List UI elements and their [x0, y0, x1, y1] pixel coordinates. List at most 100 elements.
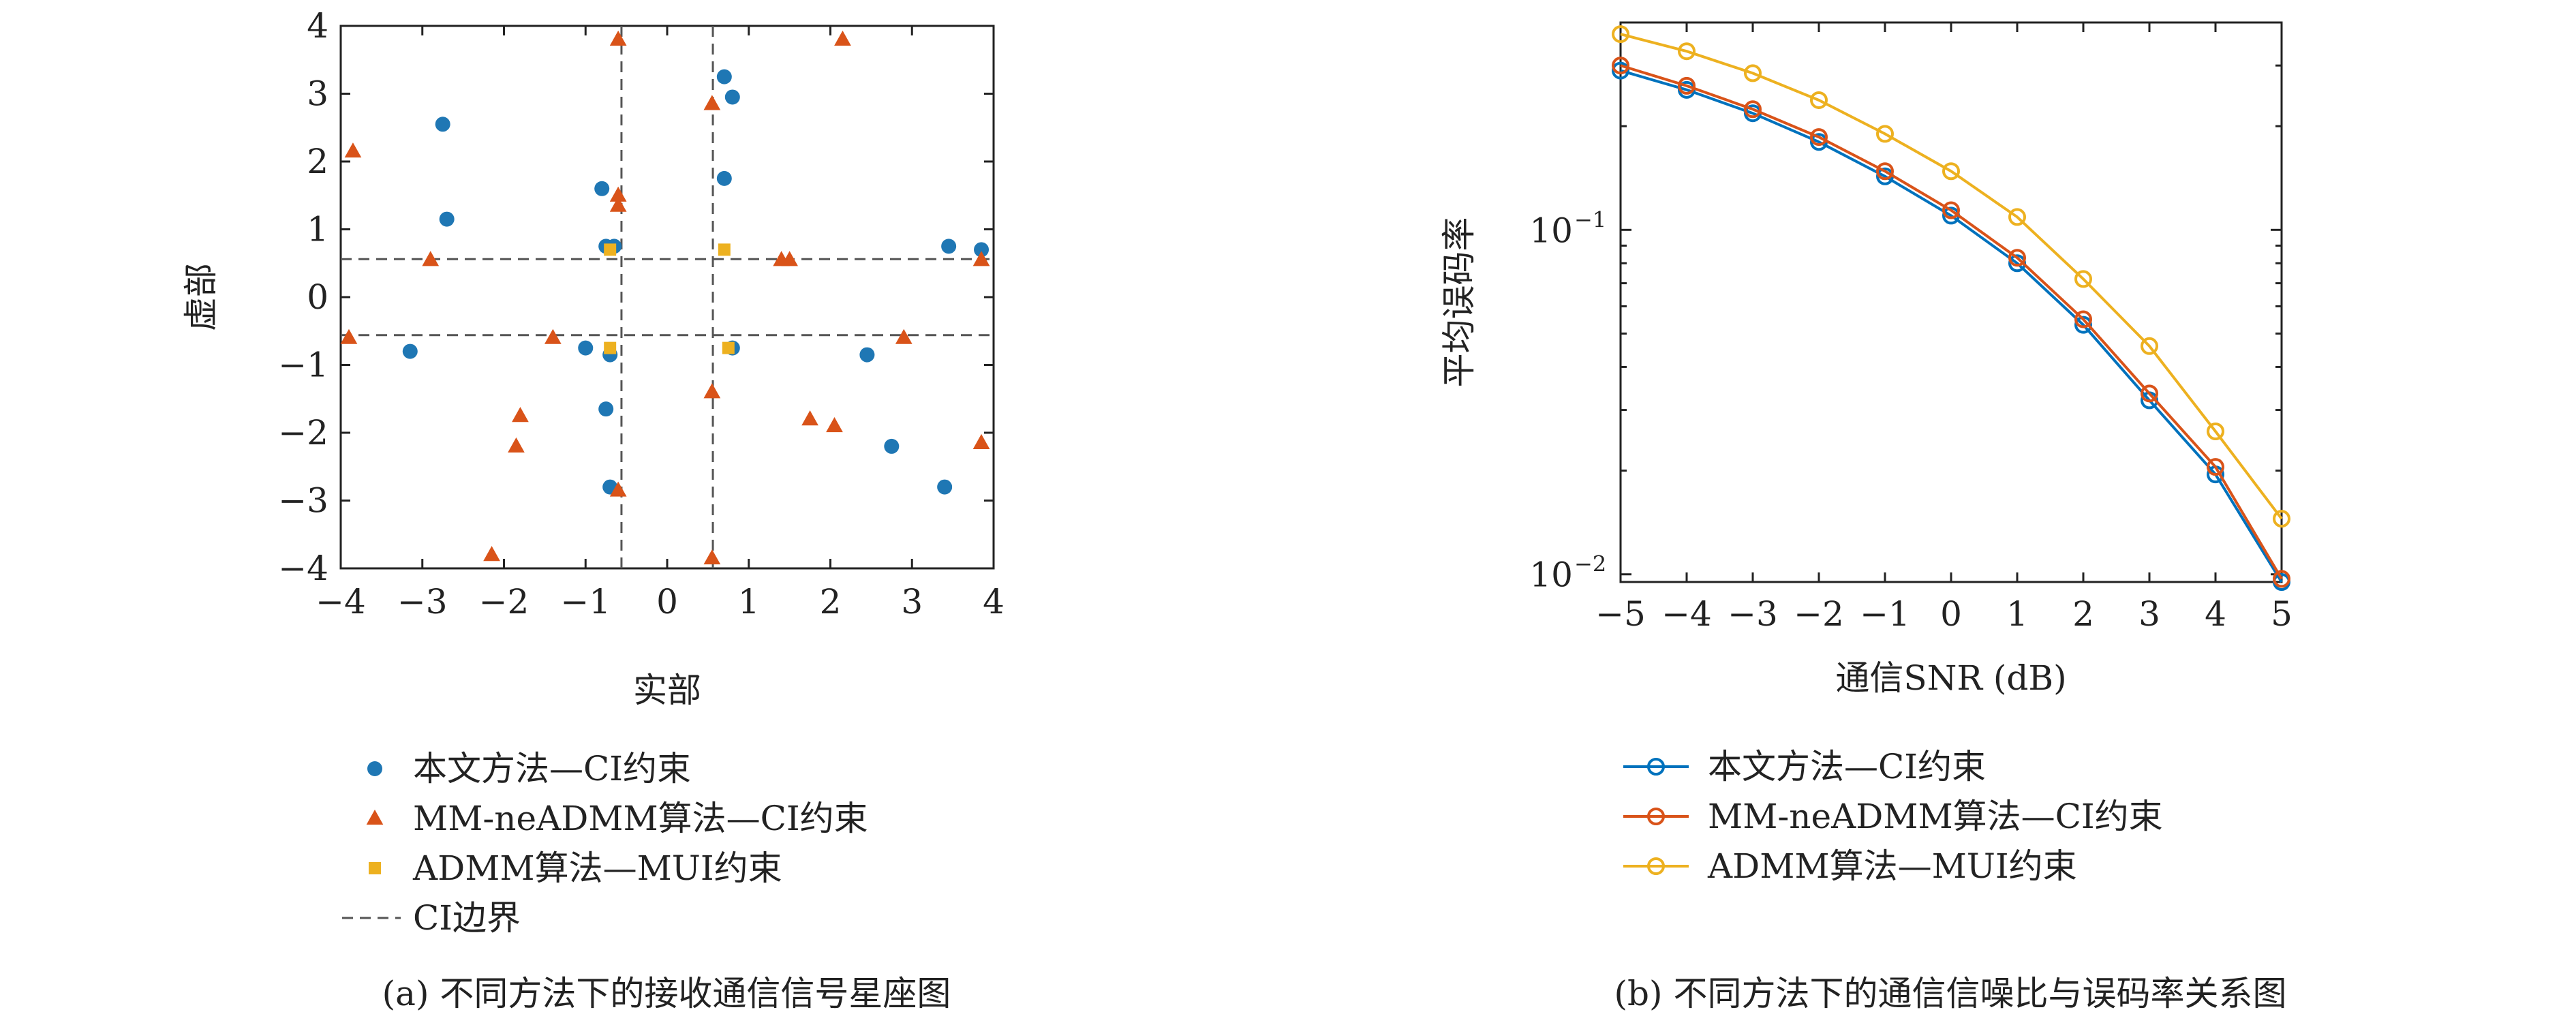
legend-label: ADMM算法—MUI约束	[412, 848, 782, 888]
point-proposed	[439, 211, 455, 227]
panel-a-plot-frame	[339, 25, 995, 570]
point-mm-neadmm	[972, 433, 990, 450]
point-mm-neadmm	[609, 30, 627, 46]
y-tick-label: 0	[307, 277, 328, 317]
y-tick-label: 10 −1	[1529, 206, 1606, 250]
legend-marker	[1647, 857, 1665, 875]
series-point	[2207, 458, 2224, 476]
point-mm-neadmm	[895, 328, 913, 344]
x-tick-label: 0	[1940, 594, 1962, 634]
point-mm-neadmm	[703, 383, 721, 399]
x-tick-label: 1	[738, 582, 760, 622]
panel-b-ticks: −5 −4 −3 −2 −1 0 1 2 3 4 510−110−2	[1529, 21, 2293, 634]
point-mm-neadmm	[483, 546, 500, 562]
y-tick-label: 1	[307, 210, 328, 249]
series-point	[1678, 76, 1696, 95]
point-admm	[604, 341, 617, 354]
series-point	[1942, 201, 1960, 219]
series-point	[1678, 42, 1696, 61]
point-mm-neadmm	[703, 549, 721, 565]
series-point	[2008, 208, 2026, 226]
series-point	[2008, 249, 2026, 267]
y-tick-label: −4	[278, 549, 328, 588]
panel-a-ticks: −4 −3 −2 −1 0 1 2 3 4 −4 −3 −2 −1 0 1 2 3 4	[278, 6, 1005, 622]
point-mm-neadmm	[972, 251, 990, 266]
point-mm-neadmm	[609, 196, 627, 212]
x-tick-label: −3	[1728, 594, 1778, 634]
point-admm	[722, 341, 735, 354]
series-point	[2207, 422, 2224, 440]
point-mm-neadmm	[422, 251, 440, 266]
y-tick-exponent: −1	[1574, 206, 1606, 232]
legend-label: MM-neADMM算法—CI约束	[413, 799, 868, 838]
point-mm-neadmm	[340, 328, 358, 344]
legend-label: 本文方法—CI约束	[1708, 747, 1986, 786]
x-tick-label: 2	[2072, 594, 2094, 634]
point-mm-neadmm	[703, 95, 721, 110]
series-point	[1612, 25, 1629, 44]
point-proposed	[941, 239, 957, 254]
point-mm-neadmm	[801, 410, 818, 426]
point-mm-neadmm	[834, 30, 851, 46]
series-point	[2141, 337, 2158, 355]
panel-a-constellation: −4 −3 −2 −1 0 1 2 3 4 −4 −3 −2 −1 0 1 2 3 4 实部 虚部 本文方法—CI…	[181, 6, 1005, 1013]
ci-boundary-lines	[341, 26, 994, 568]
point-proposed	[435, 117, 450, 132]
point-mm-neadmm	[508, 437, 525, 453]
x-tick-label: −3	[397, 582, 448, 622]
series-point	[1744, 100, 1762, 119]
series-point	[2141, 384, 2158, 403]
panel-a-caption: (a) 不同方法下的接收通信信号星座图	[382, 974, 951, 1013]
series-line	[1612, 25, 2290, 528]
y-tick-label: −1	[278, 346, 328, 385]
point-mm-neadmm	[344, 142, 362, 158]
panel-a-x-axis-label: 实部	[633, 671, 701, 710]
x-tick-label: 4	[2205, 594, 2226, 634]
y-tick-label: −3	[278, 481, 328, 521]
x-tick-label: −1	[1860, 594, 1910, 634]
panel-b-legend: 本文方法—CI约束 MM-neADMM算法—CI约束 ADMM算法—MUI约束	[1623, 747, 2163, 886]
x-tick-label: −2	[1794, 594, 1844, 634]
point-mm-neadmm	[609, 186, 627, 202]
panel-b-y-axis-label: 平均误码率	[1439, 217, 1479, 388]
y-tick-label: 4	[307, 6, 328, 46]
panel-b-ber-curve: −5 −4 −3 −2 −1 0 1 2 3 4 510−110−2 通信SNR (dB) 平均误码…	[1439, 21, 2293, 1013]
series-point	[1810, 128, 1828, 147]
point-mm-neadmm	[826, 417, 843, 433]
legend-label: 本文方法—CI约束	[413, 749, 691, 788]
x-tick-label: 5	[2271, 594, 2293, 634]
series-point	[1612, 57, 1629, 75]
point-proposed	[402, 343, 418, 359]
x-tick-label: 0	[656, 582, 678, 622]
legend-marker-admm	[369, 862, 381, 874]
panel-b-caption: (b) 不同方法下的通信信噪比与误码率关系图	[1614, 974, 2287, 1013]
point-proposed	[724, 89, 740, 105]
y-tick-label: 2	[307, 142, 328, 181]
panel-a-y-axis-label: 虚部	[181, 263, 221, 331]
y-tick-label: −2	[278, 413, 328, 453]
legend-label: MM-neADMM算法—CI约束	[1708, 797, 2163, 836]
point-proposed	[884, 438, 900, 454]
legend-label: CI边界	[413, 898, 521, 938]
y-tick-mantissa: 10	[1529, 211, 1573, 250]
series-point	[1876, 125, 1894, 143]
point-proposed	[598, 401, 614, 417]
legend-marker-mm-neadmm	[366, 810, 384, 825]
x-tick-label: 3	[901, 582, 923, 622]
series-point	[2273, 570, 2290, 588]
x-tick-label: 3	[2138, 594, 2160, 634]
series-point	[2074, 270, 2092, 288]
series-point	[2074, 310, 2092, 328]
series-point	[1612, 61, 1629, 80]
x-tick-label: −4	[1661, 594, 1712, 634]
point-mm-neadmm	[512, 407, 529, 423]
y-tick-label: 3	[307, 74, 328, 114]
point-mm-neadmm	[609, 481, 627, 497]
panel-a-points	[340, 30, 990, 565]
point-mm-neadmm	[781, 251, 798, 266]
series-point	[1744, 64, 1762, 82]
series-point	[2273, 510, 2290, 528]
point-admm	[718, 243, 731, 256]
panel-b-x-axis-label: 通信SNR (dB)	[1835, 658, 2066, 698]
